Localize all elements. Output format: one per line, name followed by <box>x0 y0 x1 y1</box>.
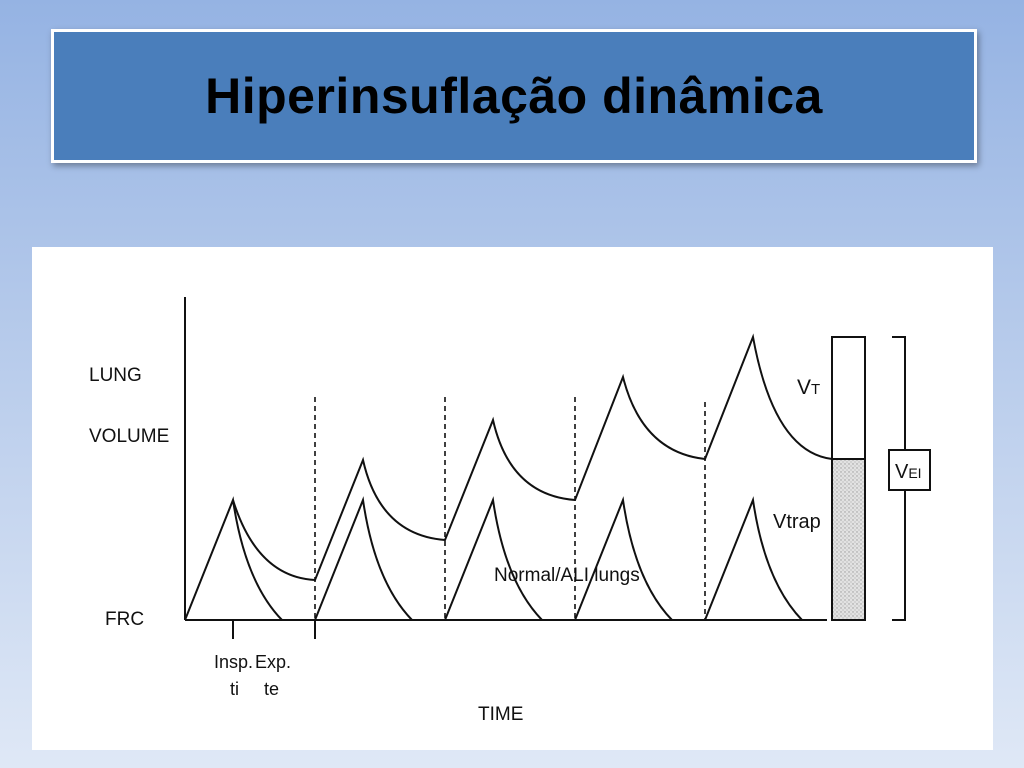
y-label-lung: LUNG <box>89 365 142 386</box>
vei-bar-trapped <box>831 458 866 621</box>
ti-label: ti <box>230 679 239 699</box>
title-banner: Hiperinsuflação dinâmica <box>51 29 977 163</box>
y-label-frc: FRC <box>105 609 144 630</box>
time-label: TIME <box>478 704 523 725</box>
vei-sub: EI <box>908 465 921 481</box>
y-label-volume: VOLUME <box>89 426 169 447</box>
vt-sub: T <box>811 381 820 398</box>
vtrap-label: Vtrap <box>773 511 821 533</box>
insp-label: Insp. <box>214 652 253 672</box>
diagram-svg: VEI LUNG VOLUME FRC Insp. ti Exp. te TIM… <box>89 297 931 725</box>
vt-label: VT <box>797 376 820 399</box>
te-label: te <box>264 679 279 699</box>
exp-label: Exp. <box>255 652 291 672</box>
hyperinflation-diagram: VEI LUNG VOLUME FRC Insp. ti Exp. te TIM… <box>32 247 993 750</box>
vei-label-box <box>888 449 931 491</box>
breath-separators <box>314 397 706 620</box>
hyperinflation-curve <box>232 333 833 582</box>
vei-bar-tidal <box>831 336 866 460</box>
vei-label: VEI <box>895 461 922 483</box>
normal-lungs-curve <box>184 496 803 621</box>
vt-main: V <box>797 376 811 399</box>
vei-main: V <box>895 461 909 483</box>
slide-title: Hiperinsuflação dinâmica <box>205 68 823 124</box>
normal-lungs-label: Normal/ALI lungs <box>494 565 640 586</box>
